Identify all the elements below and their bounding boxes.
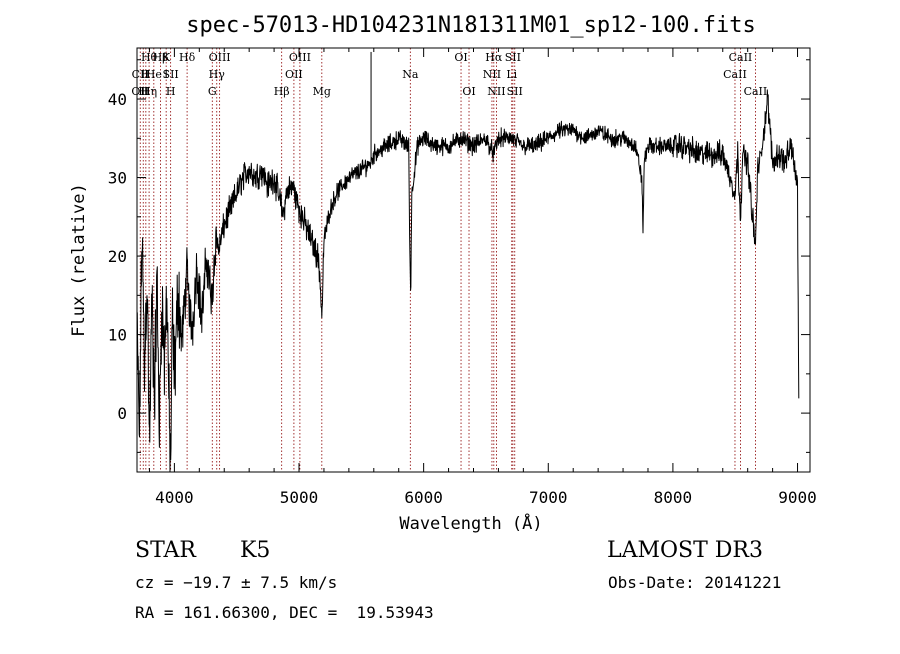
line-marker-label: OII <box>131 85 149 98</box>
line-marker-label: H <box>141 85 151 98</box>
observation-date: Obs-Date: 20141221 <box>608 573 782 592</box>
x-tick-label: 5000 <box>280 488 319 507</box>
line-markers <box>139 48 756 472</box>
line-marker-label: Hβ <box>153 51 169 64</box>
line-marker-label: K <box>162 51 171 64</box>
line-marker-label: OI <box>454 51 467 64</box>
y-axis: 0 10 20 30 40 <box>108 59 810 453</box>
line-marker-label: Na <box>402 68 419 81</box>
plot-frame <box>136 47 811 473</box>
line-marker-label: Hγ <box>209 68 226 81</box>
line-marker-label: SII <box>163 68 179 81</box>
y-tick-label: 10 <box>108 326 127 345</box>
line-marker-label: OI <box>462 85 475 98</box>
x-tick-label: 4000 <box>155 488 194 507</box>
line-marker-label: CaII <box>729 51 753 64</box>
y-tick-label: 0 <box>117 404 127 423</box>
line-marker-label: Hα <box>485 51 503 64</box>
line-marker-label: CaII <box>744 85 768 98</box>
line-marker-label: SII <box>507 85 523 98</box>
line-marker-label: I <box>164 68 168 81</box>
line-marker-label: OII <box>285 68 303 81</box>
line-marker-label: H <box>166 85 176 98</box>
object-subclass: K5 <box>240 538 271 563</box>
line-marker-label: He <box>146 68 162 81</box>
x-tick-label: 7000 <box>529 488 568 507</box>
x-tick-label: 8000 <box>654 488 693 507</box>
line-marker-label: CII <box>132 68 149 81</box>
y-axis-label: Flux (relative) <box>69 183 89 337</box>
x-tick-label: 6000 <box>404 488 443 507</box>
y-tick-label: 20 <box>108 247 127 266</box>
line-marker-label: NII <box>483 68 501 81</box>
survey-name: LAMOST DR3 <box>607 538 763 563</box>
line-marker-label: NII <box>487 85 505 98</box>
spectrum-line <box>136 89 800 473</box>
y-tick-label: 30 <box>108 169 127 188</box>
line-marker-label: G <box>208 85 217 98</box>
line-marker-label: η <box>151 85 158 98</box>
line-marker-label: Hβ <box>274 85 290 98</box>
line-marker-label: SII <box>505 51 521 64</box>
line-marker-label: H <box>138 85 148 98</box>
line-marker-label: Mg <box>313 85 331 98</box>
line-marker-label: H <box>141 68 151 81</box>
x-axis: 4000 5000 6000 7000 8000 9000 <box>148 48 817 507</box>
line-marker-label: CaII <box>723 68 747 81</box>
redshift-velocity: cz = −19.7 ± 7.5 km/s <box>135 573 338 592</box>
line-marker-label: Hδ <box>179 51 196 64</box>
object-class: STAR <box>135 538 196 563</box>
line-marker-label: OIII <box>289 51 311 64</box>
line-marker-labels: CIIOIIHHHHθHeηHβKISIIHHδGHγOIIIHβOIIOIII… <box>131 51 767 98</box>
line-marker-label: OIII <box>209 51 231 64</box>
x-tick-label: 9000 <box>778 488 817 507</box>
line-marker-label: Hθ <box>141 51 158 64</box>
y-tick-label: 40 <box>108 90 127 109</box>
chart-title: spec-57013-HD104231N181311M01_sp12-100.f… <box>186 13 756 38</box>
x-axis-label: Wavelength (Å) <box>399 512 542 534</box>
coordinates: RA = 161.66300, DEC = 19.53943 <box>135 603 434 622</box>
line-marker-label: Li <box>506 68 517 81</box>
